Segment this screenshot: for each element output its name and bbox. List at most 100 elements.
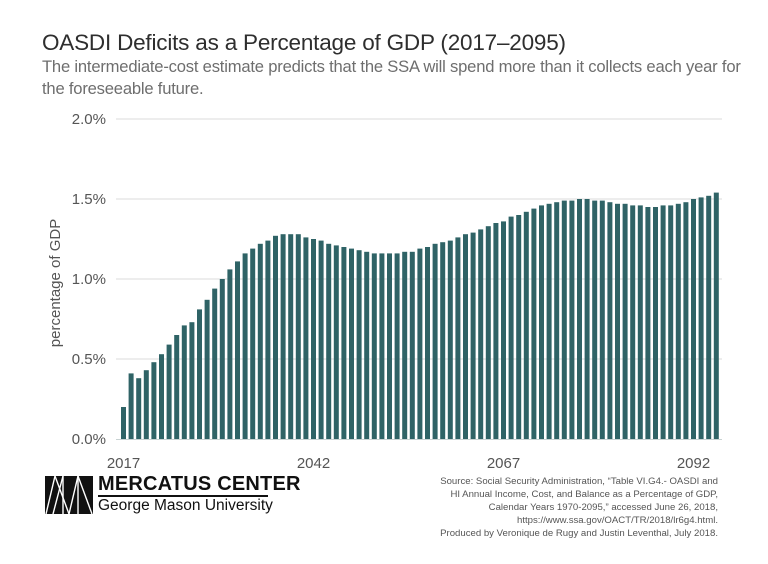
x-tick-label: 2067 [487,455,520,470]
x-axis-ticks: 2017 2042 2067 2092 [107,455,710,470]
bar-2022 [159,354,164,439]
bar-2077 [577,199,582,439]
bar-2090 [675,203,681,439]
y-tick-label: 0.0% [72,431,106,448]
bar-2030 [219,279,225,439]
bar-2062 [463,234,468,439]
mercatus-mark-icon [45,476,93,514]
bar-2088 [660,205,666,439]
bar-2065 [485,226,491,439]
bar-2073 [546,203,552,439]
bar-2066 [493,223,499,439]
bar-2046 [341,247,347,439]
bar-2036 [265,240,271,439]
credit-line: Produced by Veronique de Rugy and Justin… [440,528,718,539]
chart-title: OASDI Deficits as a Percentage of GDP (2… [42,30,566,55]
bar-2053 [394,253,400,439]
bar-2082 [615,203,620,439]
bar-2023 [166,344,172,439]
bar-2031 [227,269,233,439]
bar-2054 [402,251,408,439]
bar-2067 [501,221,506,439]
bar-2079 [592,200,598,439]
bar-2089 [668,205,674,439]
bar-2048 [356,250,362,439]
bar-2051 [379,253,385,439]
bar-2095 [713,192,719,439]
bar-2064 [478,229,484,439]
bars [121,192,719,439]
bar-2039 [288,234,294,439]
bar-2052 [387,253,392,439]
bar-2094 [706,195,712,439]
bar-2057 [425,247,430,439]
bar-2071 [531,208,537,439]
x-tick-label: 2042 [297,455,330,470]
bar-2084 [630,205,636,439]
bar-2035 [257,243,263,439]
bar-2083 [622,203,628,439]
source-line: Calendar Years 1970-2095,” accessed June… [488,502,718,513]
bar-2059 [440,242,446,439]
bar-2075 [561,200,567,439]
bar-chart: 0.0% 0.5% 1.0% 1.5% 2.0% 2017 2042 2067 2092 pe… [47,111,722,470]
y-tick-label: 1.5% [72,191,106,208]
bar-2080 [599,200,605,439]
bar-2040 [295,234,301,439]
source-line: https://www.ssa.gov/OACT/TR/2018/lr6g4.h… [516,515,718,526]
bar-2037 [273,235,278,439]
bar-2068 [508,216,514,439]
bar-2081 [607,202,613,439]
bar-2032 [235,261,240,439]
y-tick-label: 1.0% [72,271,106,288]
x-tick-label: 2017 [107,455,140,470]
bar-2019 [136,378,142,439]
bar-2092 [691,199,696,439]
bar-2055 [409,251,415,439]
mercatus-logo: MERCATUS CENTER George Mason University [45,473,300,517]
bar-2041 [303,237,309,439]
bar-2029 [212,288,218,439]
logo-name: MERCATUS CENTER [98,473,301,495]
bar-2049 [364,251,370,439]
y-axis-ticks: 0.0% 0.5% 1.0% 1.5% 2.0% [72,111,106,448]
bar-2063 [470,232,476,439]
bar-2047 [349,248,354,439]
source-line: HI Annual Income, Cost, and Balance as a… [450,489,718,500]
x-tick-label: 2092 [677,455,710,470]
bar-2078 [584,199,590,439]
bar-2058 [432,243,438,439]
y-tick-label: 0.5% [72,351,106,368]
bar-2070 [523,211,529,439]
y-tick-label: 2.0% [72,111,106,128]
logo-divider [98,495,268,497]
bar-2043 [318,240,324,439]
bar-2086 [645,207,651,439]
bar-2093 [698,197,704,439]
source-note: Source: Social Security Administration, … [398,475,718,540]
bar-2020 [143,370,149,439]
bar-2087 [653,207,658,439]
y-axis-title: percentage of GDP [47,219,64,347]
bar-2034 [250,248,256,439]
bar-2028 [204,299,210,439]
bar-2045 [333,245,339,439]
bar-2085 [637,205,643,439]
bar-2069 [516,215,522,439]
bar-2018 [128,373,134,439]
bar-2044 [326,243,332,439]
bar-2050 [371,253,377,439]
bar-2060 [447,240,453,439]
bar-2076 [569,200,575,439]
bar-2025 [181,325,187,439]
bar-2042 [311,239,316,439]
bar-2017 [121,407,126,439]
bar-2056 [417,248,423,439]
bar-2061 [455,237,461,439]
logo-affiliation: George Mason University [98,497,273,514]
bar-2038 [280,234,286,439]
bar-2024 [174,335,180,439]
bar-2033 [242,253,248,439]
bar-2021 [151,362,157,439]
bar-2026 [189,322,195,439]
